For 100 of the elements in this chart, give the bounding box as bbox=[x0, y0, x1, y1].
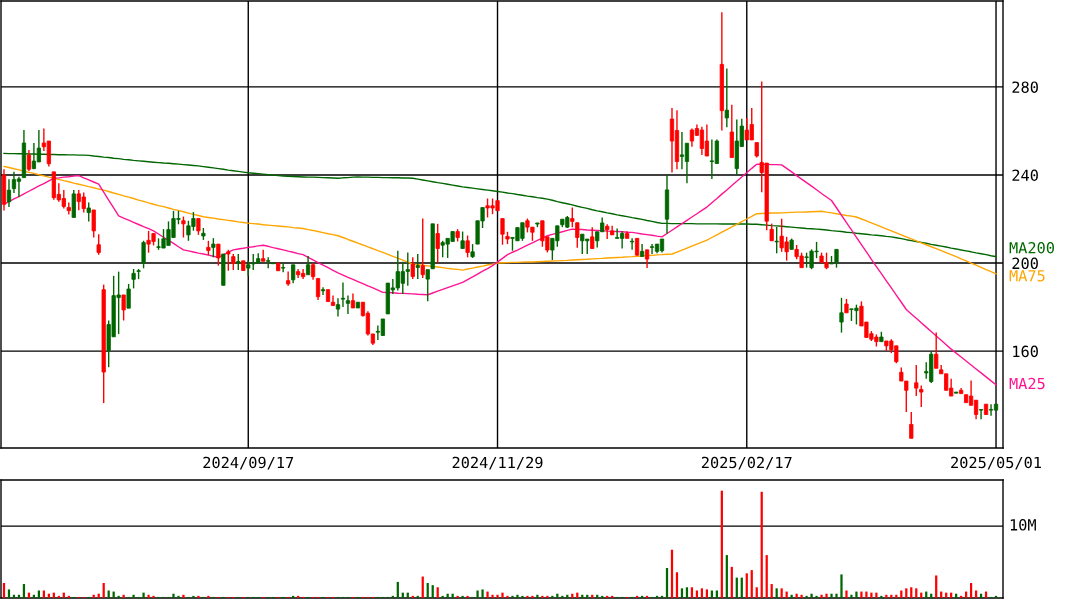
candlestick bbox=[141, 240, 146, 270]
bar bbox=[710, 590, 713, 598]
bar bbox=[855, 591, 858, 598]
candlestick bbox=[96, 233, 101, 256]
x-tick-label: 2024/11/29 bbox=[452, 456, 543, 470]
candlestick bbox=[724, 67, 729, 128]
bar bbox=[820, 594, 823, 598]
bar bbox=[765, 555, 768, 598]
candlestick bbox=[281, 262, 286, 273]
candlestick bbox=[669, 107, 675, 174]
bar bbox=[850, 594, 853, 598]
candlestick bbox=[988, 403, 994, 417]
bar bbox=[770, 584, 773, 598]
candlestick bbox=[649, 243, 655, 255]
bar bbox=[870, 592, 873, 598]
bar bbox=[42, 590, 45, 598]
candlestick bbox=[575, 222, 580, 249]
bar bbox=[182, 594, 185, 598]
candlestick bbox=[590, 226, 595, 250]
bar bbox=[755, 587, 758, 598]
bar bbox=[466, 595, 469, 598]
bar bbox=[974, 590, 978, 598]
bar bbox=[690, 587, 694, 598]
candlestick bbox=[181, 215, 186, 239]
bar bbox=[810, 593, 813, 598]
candlestick bbox=[126, 283, 131, 309]
bar bbox=[845, 590, 848, 598]
bar bbox=[177, 595, 180, 598]
candlestick bbox=[121, 294, 126, 322]
candlestick bbox=[435, 223, 440, 264]
bar bbox=[715, 590, 718, 598]
bar bbox=[835, 593, 838, 598]
bar bbox=[506, 595, 509, 598]
candlestick bbox=[211, 237, 216, 259]
bar bbox=[665, 567, 669, 598]
candlestick bbox=[345, 294, 351, 315]
bar bbox=[795, 593, 798, 598]
bar bbox=[436, 587, 439, 598]
candlestick bbox=[26, 149, 32, 172]
bar bbox=[825, 593, 828, 598]
bar bbox=[521, 595, 524, 598]
bar bbox=[516, 594, 519, 598]
bar bbox=[780, 588, 783, 598]
candlestick bbox=[6, 178, 12, 208]
candlestick bbox=[425, 268, 430, 303]
candlestick bbox=[410, 256, 415, 280]
bar bbox=[725, 555, 728, 598]
candlestick bbox=[615, 227, 620, 240]
bar bbox=[481, 589, 484, 598]
candlestick bbox=[46, 140, 51, 168]
candlestick bbox=[630, 237, 635, 251]
line-series bbox=[3, 165, 997, 275]
series-label: MA25 bbox=[1009, 377, 1045, 390]
bar bbox=[496, 594, 499, 598]
bar bbox=[197, 595, 200, 598]
candlestick bbox=[684, 142, 690, 185]
candlestick bbox=[689, 127, 695, 148]
bar bbox=[107, 590, 110, 598]
candlestick bbox=[644, 249, 650, 269]
bar bbox=[800, 594, 803, 598]
bar bbox=[207, 595, 210, 598]
y-tick-label: 280 bbox=[1012, 81, 1038, 93]
bar bbox=[805, 595, 808, 598]
candlestick bbox=[86, 201, 91, 223]
bar bbox=[745, 573, 748, 598]
bar bbox=[915, 588, 918, 598]
bar bbox=[865, 591, 868, 598]
bar bbox=[705, 589, 709, 598]
candlestick bbox=[978, 408, 984, 420]
candlestick bbox=[131, 268, 136, 290]
bar bbox=[192, 595, 195, 598]
bar bbox=[910, 587, 913, 598]
candlestick bbox=[714, 138, 719, 165]
candlestick bbox=[973, 399, 979, 420]
bar bbox=[541, 595, 544, 598]
bar bbox=[536, 594, 539, 598]
y-tick-label: 160 bbox=[1013, 345, 1038, 358]
bar bbox=[22, 584, 26, 598]
candlestick bbox=[305, 255, 311, 276]
bar bbox=[815, 595, 818, 598]
candlestick bbox=[286, 270, 291, 287]
bar bbox=[675, 572, 679, 598]
candlestick bbox=[605, 223, 610, 240]
candlestick bbox=[291, 264, 296, 284]
candlestick bbox=[320, 286, 326, 296]
bar bbox=[7, 589, 11, 598]
bar bbox=[511, 595, 514, 598]
bar bbox=[685, 587, 689, 598]
candlestick bbox=[415, 253, 420, 280]
bar bbox=[680, 588, 684, 598]
candlestick bbox=[774, 226, 779, 255]
bar bbox=[476, 590, 479, 598]
candlestick bbox=[11, 171, 17, 194]
candlestick bbox=[919, 384, 924, 408]
candlestick bbox=[340, 281, 346, 308]
candlestick bbox=[839, 297, 844, 334]
candlestick bbox=[71, 189, 76, 219]
bar bbox=[461, 595, 464, 598]
y-tick-label: 200 bbox=[1012, 257, 1038, 270]
candlestick bbox=[91, 209, 96, 239]
